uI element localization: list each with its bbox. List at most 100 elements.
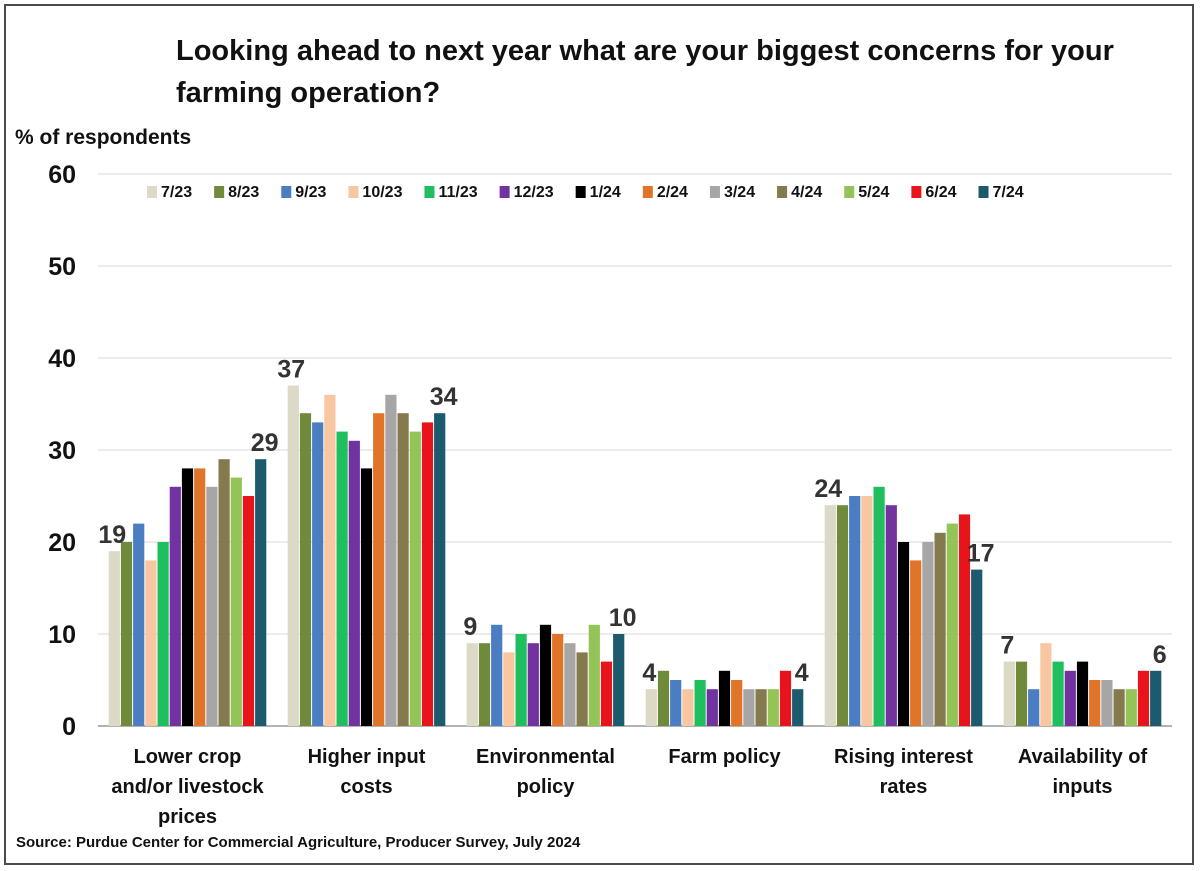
bar [849, 496, 861, 726]
data-label: 4 [795, 659, 809, 687]
bar [1125, 689, 1137, 726]
data-label: 19 [98, 521, 126, 549]
bar [397, 413, 409, 726]
category-label: Higher input [308, 746, 426, 768]
bar [934, 532, 946, 726]
data-label: 37 [277, 356, 305, 384]
legend-entry: 8/23 [228, 184, 259, 201]
bar [108, 551, 120, 726]
legend-swatch [575, 186, 586, 198]
category-label: inputs [1053, 776, 1113, 798]
bar [324, 394, 336, 726]
bar [1064, 670, 1076, 726]
bar [255, 459, 267, 726]
bar [1003, 661, 1015, 726]
bar [1040, 643, 1052, 726]
bar [1076, 661, 1089, 726]
bar [645, 689, 657, 726]
bar [133, 523, 145, 726]
bar [385, 394, 397, 726]
chart-title: Looking ahead to next year what are your… [176, 35, 1114, 109]
bar [657, 670, 670, 726]
bar [743, 689, 755, 726]
y-tick-label: 40 [48, 345, 76, 373]
legend-entry: 12/23 [514, 184, 554, 201]
y-axis-ticks: 0 10 20 30 40 50 60 [48, 161, 76, 741]
bar [755, 689, 767, 726]
y-tick-label: 0 [62, 713, 76, 741]
legend-entry: 5/24 [858, 184, 889, 201]
bar [539, 624, 552, 726]
data-label: 34 [430, 383, 458, 411]
legend-swatch [348, 186, 359, 198]
bar [682, 689, 694, 726]
category-label: rates [880, 776, 928, 798]
bar [588, 624, 600, 726]
data-label: 9 [463, 613, 477, 641]
legend-entry: 2/24 [657, 184, 688, 201]
bar [971, 569, 983, 726]
category-label: and/or livestock [111, 776, 264, 798]
data-label: 29 [251, 429, 279, 457]
legend: 7/23 8/23 9/23 10/23 11/23 12/23 1/24 2/24 3/24 4… [147, 184, 1024, 201]
bar [552, 634, 564, 726]
bars [108, 385, 1162, 726]
legend-swatch [281, 186, 292, 198]
bar [242, 496, 255, 726]
category-label: policy [517, 776, 576, 798]
bar [169, 486, 181, 726]
data-label: 17 [967, 540, 995, 568]
bar [946, 523, 958, 726]
bar [181, 468, 194, 726]
bar [299, 413, 312, 726]
legend-swatch [642, 186, 653, 198]
bar [1015, 661, 1028, 726]
y-tick-label: 30 [48, 437, 76, 465]
category-labels: Lower crop and/or livestock prices Higher i… [111, 746, 1147, 828]
bar [885, 505, 897, 726]
bar [779, 670, 792, 726]
bar [287, 385, 299, 726]
bar [1137, 670, 1150, 726]
bar [1028, 689, 1040, 726]
bar [767, 689, 779, 726]
legend-entry: 6/24 [925, 184, 956, 201]
legend-swatch [911, 186, 922, 198]
legend-entry: 7/24 [993, 184, 1024, 201]
bar [230, 477, 242, 726]
data-label: 7 [1000, 632, 1014, 660]
bar [527, 643, 539, 726]
bar [360, 468, 373, 726]
legend-swatch [424, 186, 435, 198]
bar [718, 670, 731, 726]
category-label: Lower crop [134, 746, 242, 768]
bar [1101, 680, 1113, 726]
bar [218, 459, 230, 726]
legend-swatch [147, 186, 157, 198]
bar [1052, 661, 1064, 726]
bar [873, 486, 885, 726]
legend-entry: 3/24 [724, 184, 755, 201]
category-label: Availability of [1018, 746, 1148, 768]
legend-swatch [978, 186, 989, 198]
bar [206, 486, 218, 726]
category-label: Rising interest [834, 746, 973, 768]
bar [409, 431, 421, 726]
bar [145, 560, 157, 726]
bar [564, 643, 576, 726]
bar [312, 422, 324, 726]
bar [706, 689, 718, 726]
legend-swatch [499, 186, 510, 198]
bar [910, 560, 922, 726]
gridlines [98, 173, 1172, 727]
bar [897, 542, 910, 726]
legend-swatch [844, 186, 855, 198]
legend-entry: 4/24 [791, 184, 822, 201]
legend-entry: 1/24 [590, 184, 621, 201]
legend-entry: 10/23 [362, 184, 402, 201]
bar [922, 542, 934, 726]
bar [1113, 689, 1125, 726]
category-label: Farm policy [668, 746, 781, 768]
